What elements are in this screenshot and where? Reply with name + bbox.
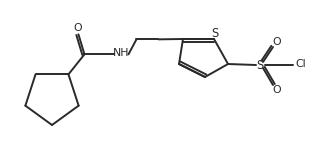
Text: Cl: Cl xyxy=(296,59,306,69)
Text: O: O xyxy=(273,85,281,95)
Text: S: S xyxy=(211,26,219,40)
Text: O: O xyxy=(273,37,281,47)
Text: O: O xyxy=(73,23,82,33)
Text: S: S xyxy=(256,59,264,71)
Text: NH: NH xyxy=(113,48,130,58)
